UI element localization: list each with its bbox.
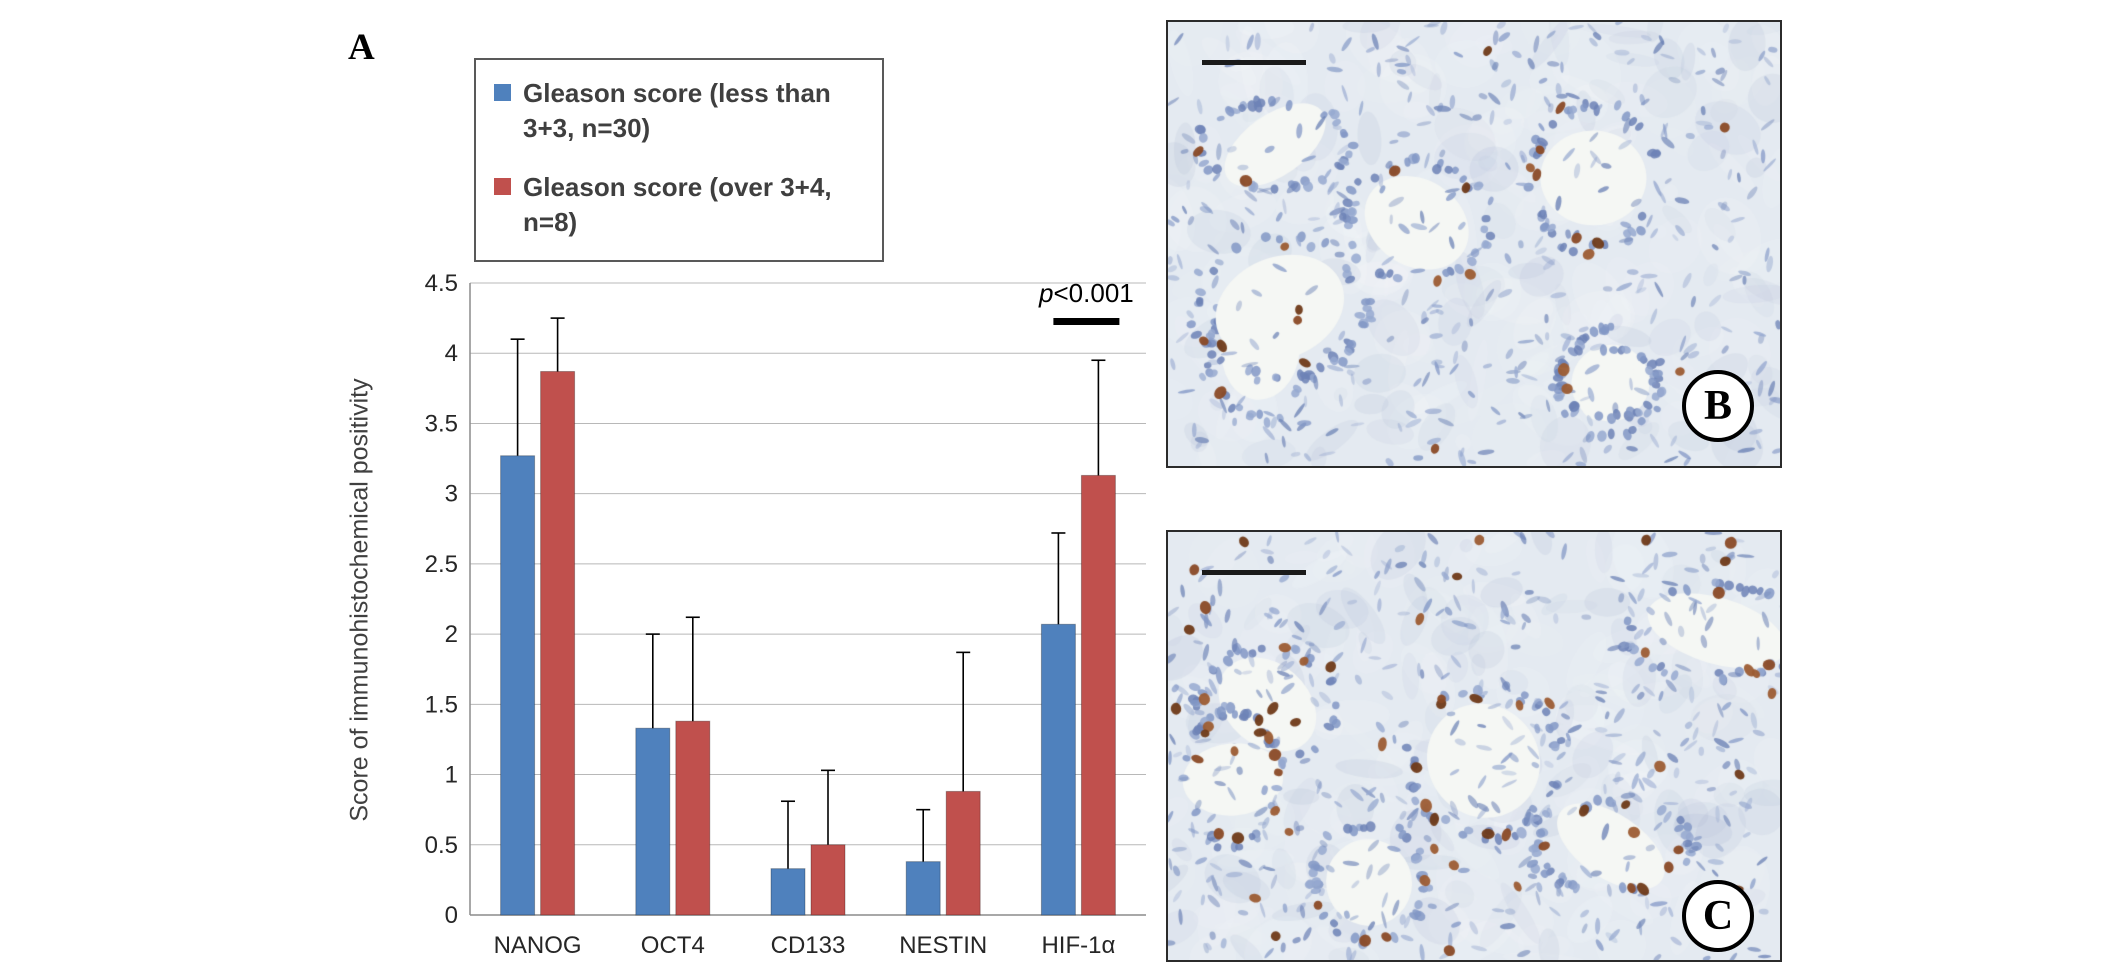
legend-item-red: Gleason score (over 3+4, n=8) (494, 170, 864, 240)
panel-a-label: A (348, 27, 375, 68)
y-tick-label: 4 (445, 340, 458, 367)
legend-label-red: Gleason score (over 3+4, n=8) (523, 172, 832, 238)
chart-legend: Gleason score (less than 3+3, n=30) Glea… (474, 58, 884, 263)
x-category-label: HIF-1α (1041, 932, 1115, 959)
histology-image-b: B (1166, 20, 1782, 468)
legend-label-blue: Gleason score (less than 3+3, n=30) (523, 78, 831, 144)
y-tick-label: 2.5 (425, 551, 458, 578)
tissue-canvas-b (1168, 22, 1780, 466)
legend-swatch-blue (494, 84, 511, 101)
legend-swatch-red (494, 178, 511, 196)
bar-chart: 0 0.5 1 1.5 2 2.5 3 3.5 4 4.5 NANOG OCT4 CD133 NESTIN… (425, 270, 1146, 959)
y-tick-label: 2 (445, 621, 458, 648)
legend-item-blue: Gleason score (less than 3+3, n=30) (494, 76, 864, 146)
x-category-label: CD133 (771, 932, 846, 959)
y-tick-label: 4.5 (425, 270, 458, 297)
bar-OCT4-series0 (635, 727, 671, 916)
scale-bar-b (1202, 60, 1306, 65)
bar-OCT4-series1 (675, 720, 711, 916)
bar-HIF-1α-series0 (1040, 623, 1076, 916)
bar-CD133-series0 (770, 868, 806, 916)
y-tick-label: 1 (445, 762, 458, 789)
panel-b-label: B (1682, 370, 1754, 442)
bar-HIF-1α-series1 (1080, 474, 1116, 916)
gridlines (470, 282, 1146, 916)
histology-image-c: C (1166, 530, 1782, 962)
p-value-annotation: p<0.001 (1038, 278, 1134, 308)
x-category-label: NANOG (494, 932, 582, 959)
x-category-label: NESTIN (899, 932, 987, 959)
x-category-label: OCT4 (641, 932, 705, 959)
y-tick-label: 0 (445, 902, 458, 929)
y-tick-label: 3 (445, 481, 458, 508)
y-tick-label: 1.5 (425, 691, 458, 718)
scale-bar-c (1202, 570, 1306, 575)
bar-CD133-series1 (810, 844, 846, 916)
panel-c-label: C (1682, 880, 1754, 952)
bar-NANOG-series1 (540, 370, 576, 916)
significance-bar (1053, 318, 1120, 325)
bar-NANOG-series0 (500, 455, 536, 916)
bar-NESTIN-series1 (945, 790, 981, 916)
tissue-canvas-c (1168, 532, 1780, 960)
y-tick-label: 3.5 (425, 410, 458, 437)
y-tick-label: 0.5 (425, 832, 458, 859)
bar-NESTIN-series0 (905, 861, 941, 916)
